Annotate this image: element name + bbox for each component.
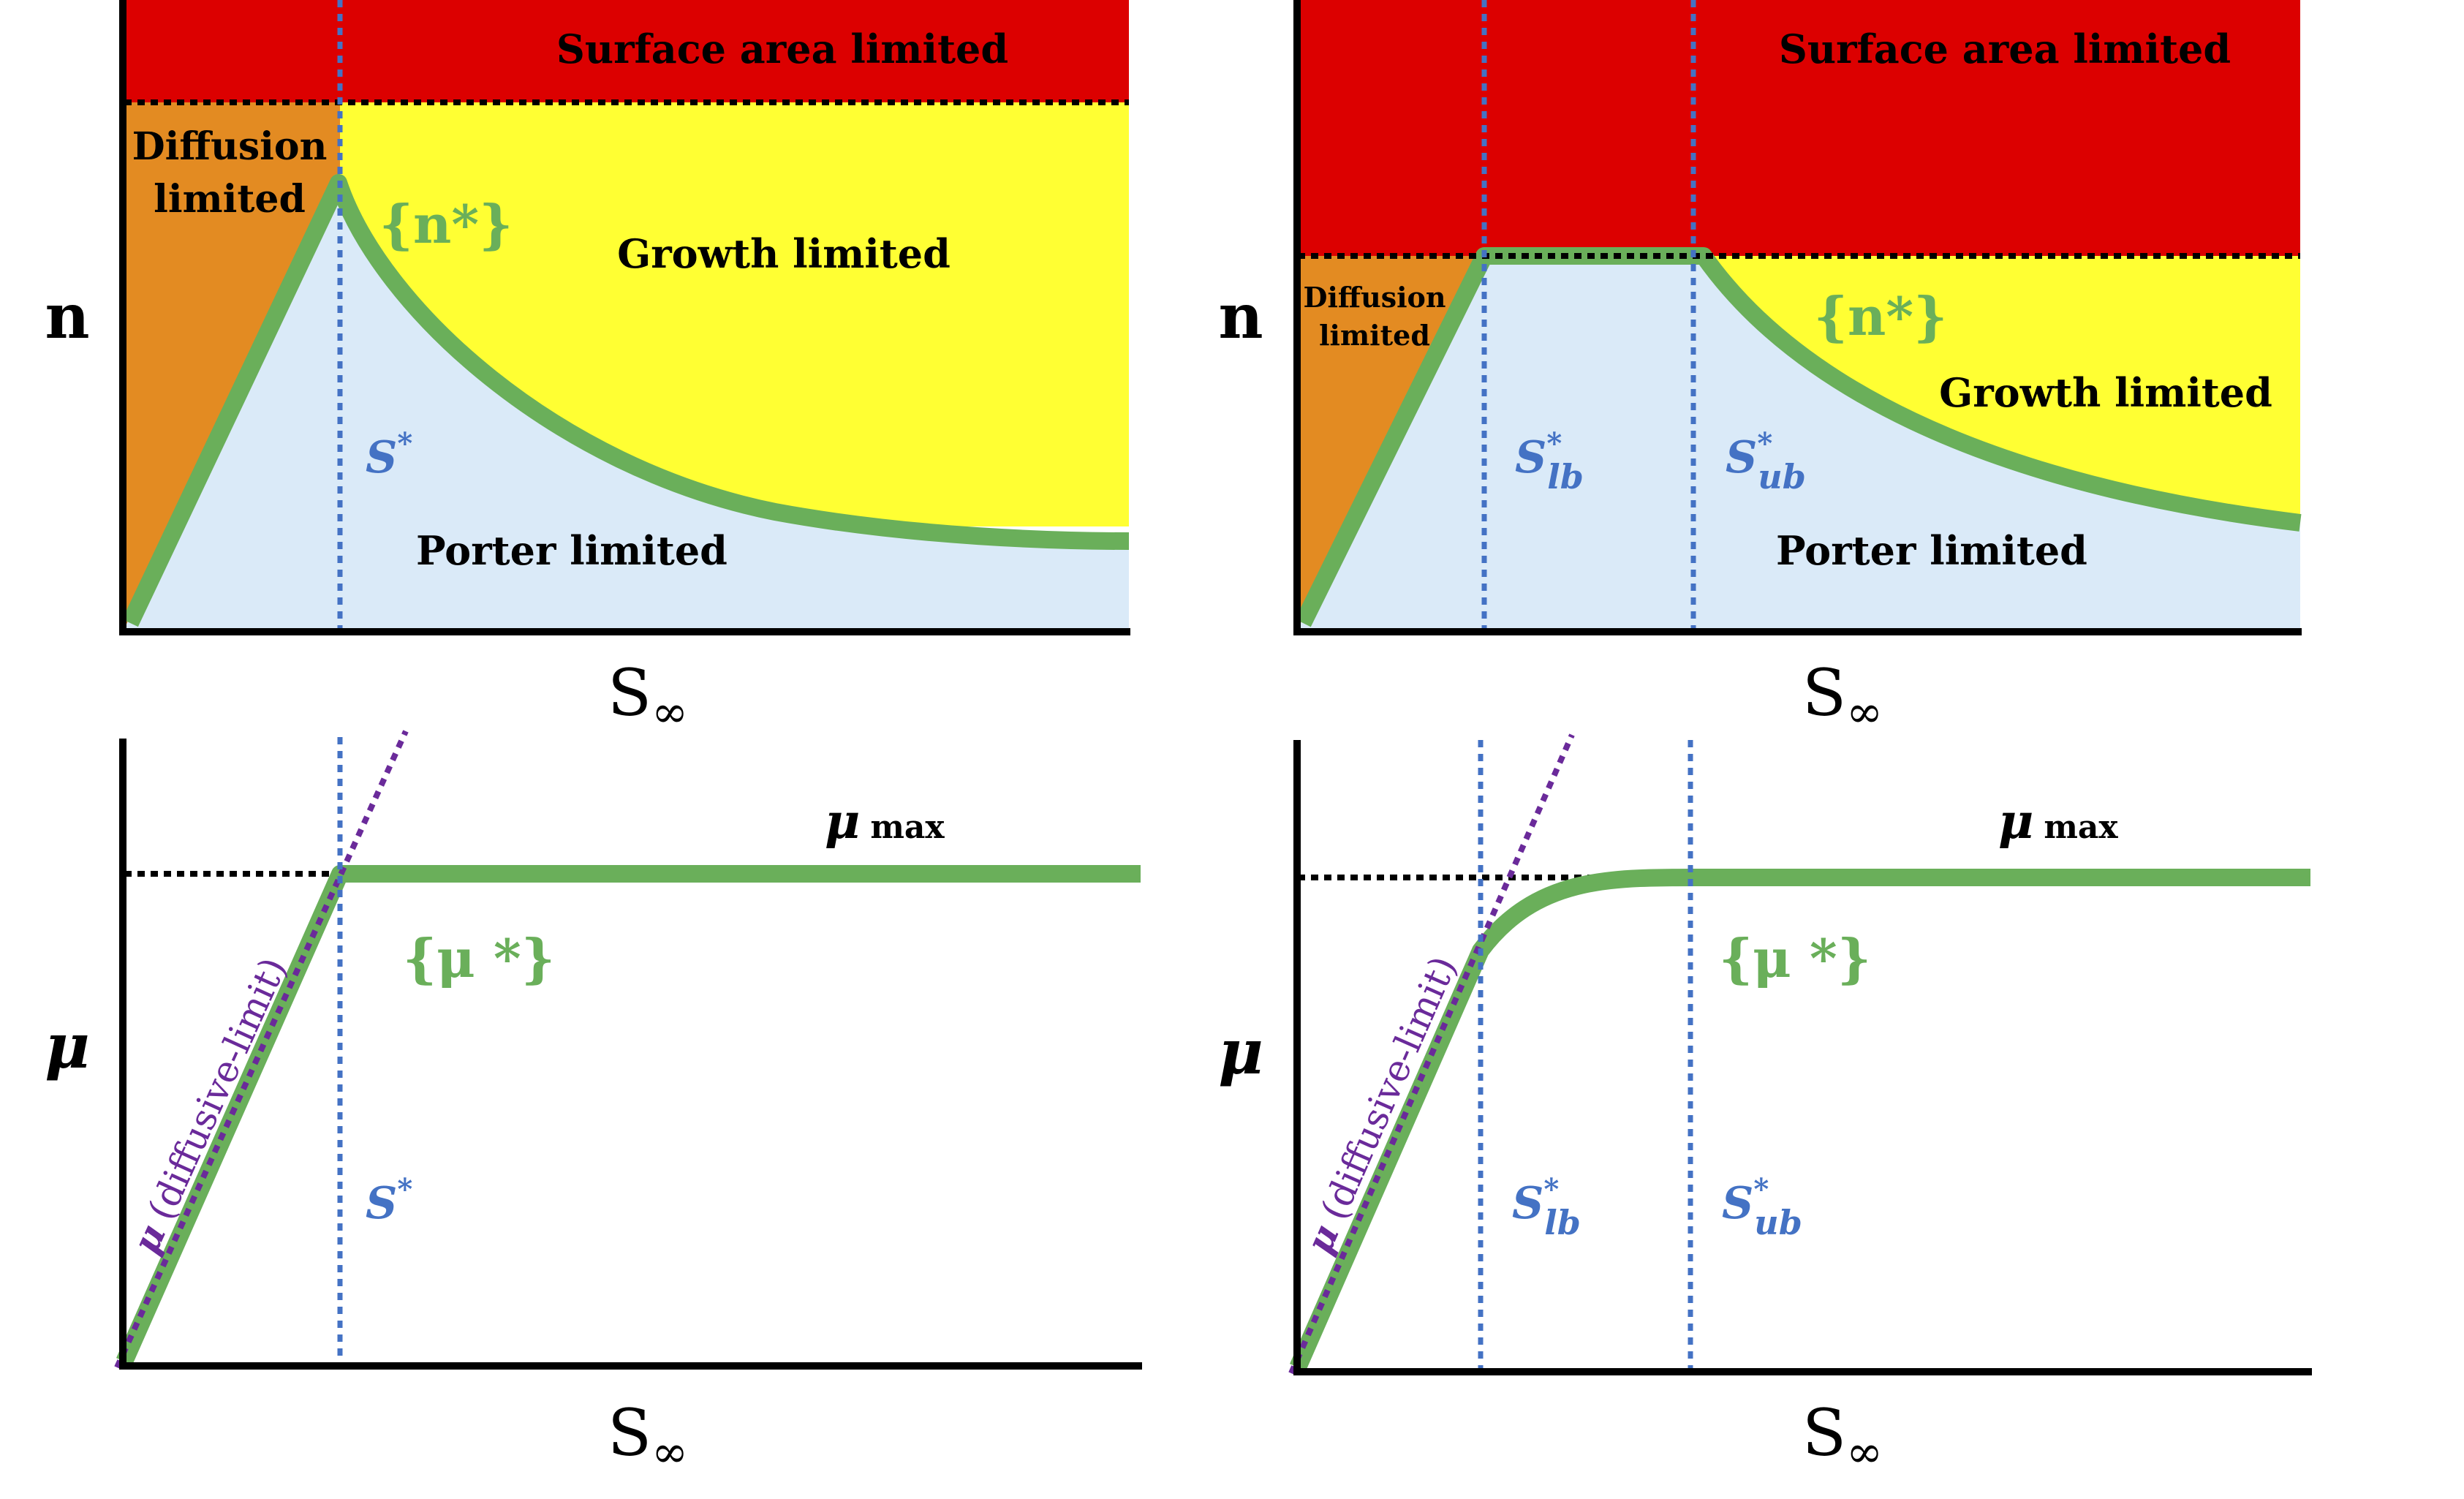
x-axis-label-main: S [1802, 1395, 1846, 1470]
diffusive-limit-label: μ(diffusive-limit) [124, 951, 295, 1260]
y-axis-label: n [45, 280, 89, 352]
diffusive-limit-line [114, 730, 409, 1369]
mu-star-curve [116, 865, 1141, 1365]
panel-bottom-left: μ max {μ *} μ(diffusive-limit) S* μ S∞ [45, 730, 1142, 1478]
y-axis-label: μ [45, 1010, 89, 1082]
s-ub-main: S [1722, 1178, 1753, 1229]
n-star-curve-label: {n*} [379, 193, 513, 255]
mu-star-curve-label: {μ *} [1719, 927, 1871, 989]
porter-limited-label: Porter limited [416, 527, 728, 574]
s-star-main: S [366, 432, 397, 483]
growth-limited-label: Growth limited [617, 230, 951, 277]
s-lb-label: S* lb [1512, 1172, 1581, 1242]
x-axis-label: S∞ [608, 1395, 688, 1478]
panel-bottom-right: μ max {μ *} μ(diffusive-limit) S* lb S* ub … [1218, 733, 2312, 1478]
surface-area-limited-label: Surface area limited [1779, 26, 2231, 72]
s-star-main: S [366, 1178, 397, 1229]
mu-max-main: μ [1998, 793, 2033, 850]
x-axis-label: S∞ [608, 655, 688, 738]
mu-max-sub: max [2044, 809, 2118, 846]
panel-top-right: Surface area limited Diffusion limited G… [1218, 0, 2302, 738]
region-porter-limited [124, 179, 1129, 629]
s-star-sup: * [397, 1172, 412, 1207]
mu-star-curve [1290, 869, 2310, 1371]
diffusive-limit-text: (diffusive-limit) [1312, 950, 1465, 1226]
mu-star-curve-label: {μ *} [403, 927, 555, 989]
diffusive-limit-line [1288, 733, 1575, 1375]
s-star-label: S* [366, 1172, 412, 1229]
s-ub-sub: ub [1758, 457, 1806, 496]
s-lb-sup: * [1546, 426, 1562, 461]
x-axis-label-main: S [608, 655, 651, 730]
mu-max-label: μ max [1998, 793, 2118, 850]
x-axis-label: S∞ [1802, 1395, 1883, 1478]
region-surface-area-limited [124, 0, 1129, 102]
x-axis-label: S∞ [1802, 655, 1883, 738]
s-ub-sup: * [1757, 426, 1772, 461]
s-lb-main: S [1515, 432, 1546, 483]
diffusion-limited-label-line2: limited [154, 177, 306, 222]
x-axis-label-sub: ∞ [651, 1427, 688, 1478]
x-axis-label-main: S [1802, 655, 1846, 730]
s-ub-label: S* ub [1722, 1172, 1802, 1242]
s-lb-label: S* lb [1515, 426, 1584, 496]
s-ub-sub: ub [1754, 1203, 1802, 1242]
x-axis-label-sub: ∞ [1846, 1427, 1883, 1478]
diffusion-limited-label-line1: Diffusion [1303, 281, 1445, 314]
region-porter-limited [1298, 256, 2300, 629]
diffusion-limited-label-line1: Diffusion [132, 124, 328, 169]
mu-max-main: μ [825, 793, 860, 850]
panel-top-left: Surface area limited Diffusion limited G… [45, 0, 1130, 738]
s-star-label: S* [366, 426, 412, 483]
s-lb-main: S [1512, 1178, 1543, 1229]
diffusion-limited-label-line2: limited [1319, 319, 1430, 352]
region-surface-area-limited [1298, 0, 2300, 256]
x-axis-label-sub: ∞ [1846, 687, 1883, 738]
y-axis-label: μ [1218, 1016, 1263, 1088]
s-star-sup: * [397, 426, 412, 461]
s-lb-sup: * [1543, 1172, 1559, 1207]
s-ub-sup: * [1753, 1172, 1769, 1207]
n-star-curve [122, 174, 1130, 627]
mu-max-sub: max [870, 809, 945, 846]
s-ub-main: S [1726, 432, 1757, 483]
n-star-curve-label: {n*} [1814, 285, 1948, 347]
region-diffusion-limited [124, 102, 340, 629]
mu-max-label: μ max [825, 793, 945, 850]
s-ub-label: S* ub [1726, 426, 1806, 496]
s-lb-sub: lb [1544, 1203, 1581, 1242]
n-star-curve [1295, 247, 2302, 627]
x-axis-label-sub: ∞ [651, 687, 688, 738]
x-axis-label-main: S [608, 1395, 651, 1470]
surface-area-limited-label: Surface area limited [556, 26, 1008, 72]
diffusive-limit-text: (diffusive-limit) [140, 951, 295, 1226]
growth-limited-label: Growth limited [1939, 369, 2272, 416]
y-axis-label: n [1218, 280, 1263, 352]
porter-limited-label: Porter limited [1776, 527, 2087, 574]
diffusive-limit-label: μ(diffusive-limit) [1297, 950, 1465, 1260]
s-lb-sub: lb [1547, 457, 1584, 496]
